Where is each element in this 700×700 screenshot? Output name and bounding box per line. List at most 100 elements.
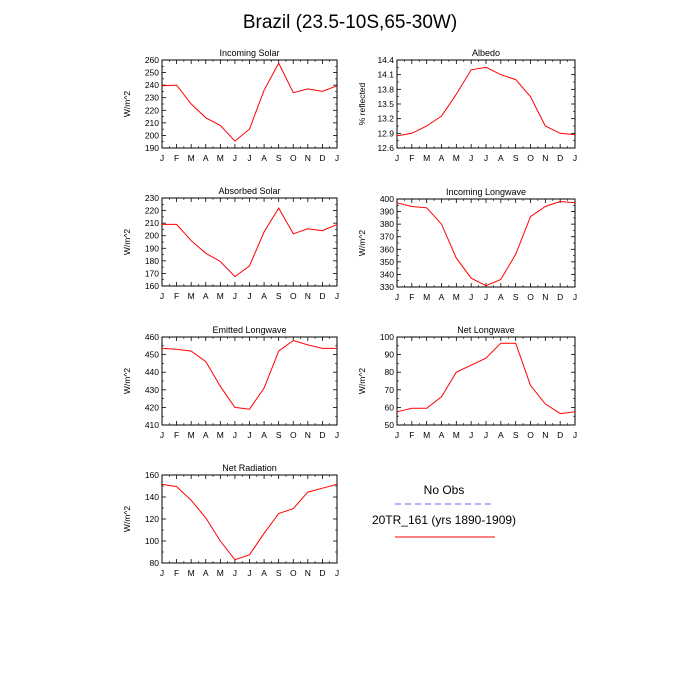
x-tick-label: F xyxy=(174,568,179,578)
x-tick-label: D xyxy=(319,153,325,163)
x-tick-label: N xyxy=(305,291,311,301)
x-tick-label: N xyxy=(542,292,548,302)
y-tick-label: 90 xyxy=(385,350,395,360)
x-tick-label: S xyxy=(513,292,519,302)
x-tick-label: A xyxy=(498,430,504,440)
panel-title: Net Longwave xyxy=(457,325,515,335)
y-tick-label: 220 xyxy=(145,105,159,115)
x-tick-label: A xyxy=(261,430,267,440)
y-tick-label: 370 xyxy=(380,232,394,242)
x-tick-label: J xyxy=(335,153,339,163)
x-tick-label: D xyxy=(319,568,325,578)
plot-frame xyxy=(161,59,338,149)
x-tick-label: O xyxy=(527,430,534,440)
x-tick-label: A xyxy=(203,430,209,440)
x-tick-label: J xyxy=(573,430,577,440)
y-tick-label: 210 xyxy=(145,218,159,228)
series-line xyxy=(396,342,576,415)
x-tick-label: D xyxy=(557,292,563,302)
y-tick-label: 13.8 xyxy=(377,84,394,94)
y-tick-label: 14.4 xyxy=(377,55,394,65)
y-tick-label: 70 xyxy=(385,385,395,395)
x-tick-label: F xyxy=(174,291,179,301)
x-tick-label: J xyxy=(484,153,488,163)
y-tick-label: 13.2 xyxy=(377,114,394,124)
y-tick-label: 230 xyxy=(145,93,159,103)
panel-title: Incoming Solar xyxy=(219,48,279,58)
series-line xyxy=(161,483,338,561)
y-tick-label: 180 xyxy=(145,256,159,266)
x-tick-label: N xyxy=(542,153,548,163)
y-axis-label: W/m^2 xyxy=(122,91,132,117)
y-tick-label: 340 xyxy=(380,269,394,279)
x-tick-label: J xyxy=(247,153,251,163)
y-tick-label: 190 xyxy=(145,243,159,253)
x-tick-label: F xyxy=(174,430,179,440)
x-tick-label: A xyxy=(203,153,209,163)
x-tick-label: J xyxy=(335,291,339,301)
x-tick-label: O xyxy=(527,153,534,163)
x-tick-label: J xyxy=(335,430,339,440)
x-tick-label: J xyxy=(573,292,577,302)
y-tick-label: 420 xyxy=(145,402,159,412)
x-tick-label: A xyxy=(203,291,209,301)
x-tick-label: J xyxy=(469,292,473,302)
y-tick-label: 170 xyxy=(145,268,159,278)
y-tick-label: 250 xyxy=(145,68,159,78)
x-tick-label: O xyxy=(290,153,297,163)
y-tick-label: 14.1 xyxy=(377,70,394,80)
legend: No Obs 20TR_161 (yrs 1890-1909) xyxy=(372,483,516,538)
x-tick-label: M xyxy=(423,153,430,163)
x-tick-label: N xyxy=(542,430,548,440)
x-tick-label: A xyxy=(439,292,445,302)
x-tick-label: M xyxy=(217,568,224,578)
y-tick-label: 390 xyxy=(380,207,394,217)
panel-title: Emitted Longwave xyxy=(212,325,286,335)
y-tick-label: 400 xyxy=(380,194,394,204)
y-tick-label: 160 xyxy=(145,470,159,480)
x-tick-label: F xyxy=(409,430,414,440)
x-tick-label: J xyxy=(395,292,399,302)
x-tick-label: M xyxy=(423,292,430,302)
x-tick-label: J xyxy=(233,153,237,163)
x-tick-label: A xyxy=(261,153,267,163)
x-tick-label: F xyxy=(174,153,179,163)
y-axis-label: W/m^2 xyxy=(122,506,132,532)
x-tick-label: O xyxy=(527,292,534,302)
x-tick-label: O xyxy=(290,291,297,301)
x-tick-label: S xyxy=(513,153,519,163)
series-line xyxy=(161,62,338,142)
x-tick-label: D xyxy=(319,430,325,440)
x-tick-label: S xyxy=(276,291,282,301)
x-tick-label: J xyxy=(469,153,473,163)
y-tick-label: 190 xyxy=(145,143,159,153)
y-tick-label: 12.6 xyxy=(377,143,394,153)
x-tick-label: J xyxy=(160,568,164,578)
y-tick-label: 100 xyxy=(145,536,159,546)
y-tick-label: 450 xyxy=(145,350,159,360)
y-tick-label: 200 xyxy=(145,130,159,140)
y-tick-label: 430 xyxy=(145,385,159,395)
x-tick-label: S xyxy=(513,430,519,440)
x-tick-label: A xyxy=(261,568,267,578)
x-tick-label: M xyxy=(217,153,224,163)
x-tick-label: N xyxy=(305,568,311,578)
y-tick-label: 210 xyxy=(145,118,159,128)
y-tick-label: 440 xyxy=(145,367,159,377)
x-tick-label: J xyxy=(335,568,339,578)
x-tick-label: M xyxy=(188,430,195,440)
y-tick-label: 140 xyxy=(145,492,159,502)
plot-frame xyxy=(396,336,576,426)
y-tick-label: 160 xyxy=(145,281,159,291)
x-tick-label: A xyxy=(261,291,267,301)
legend-label-obs: No Obs xyxy=(424,483,465,497)
series-line xyxy=(162,207,338,278)
x-tick-label: M xyxy=(217,291,224,301)
x-tick-label: J xyxy=(484,292,488,302)
x-tick-label: M xyxy=(453,292,460,302)
x-tick-label: J xyxy=(247,568,251,578)
x-tick-label: J xyxy=(247,291,251,301)
x-tick-label: J xyxy=(469,430,473,440)
